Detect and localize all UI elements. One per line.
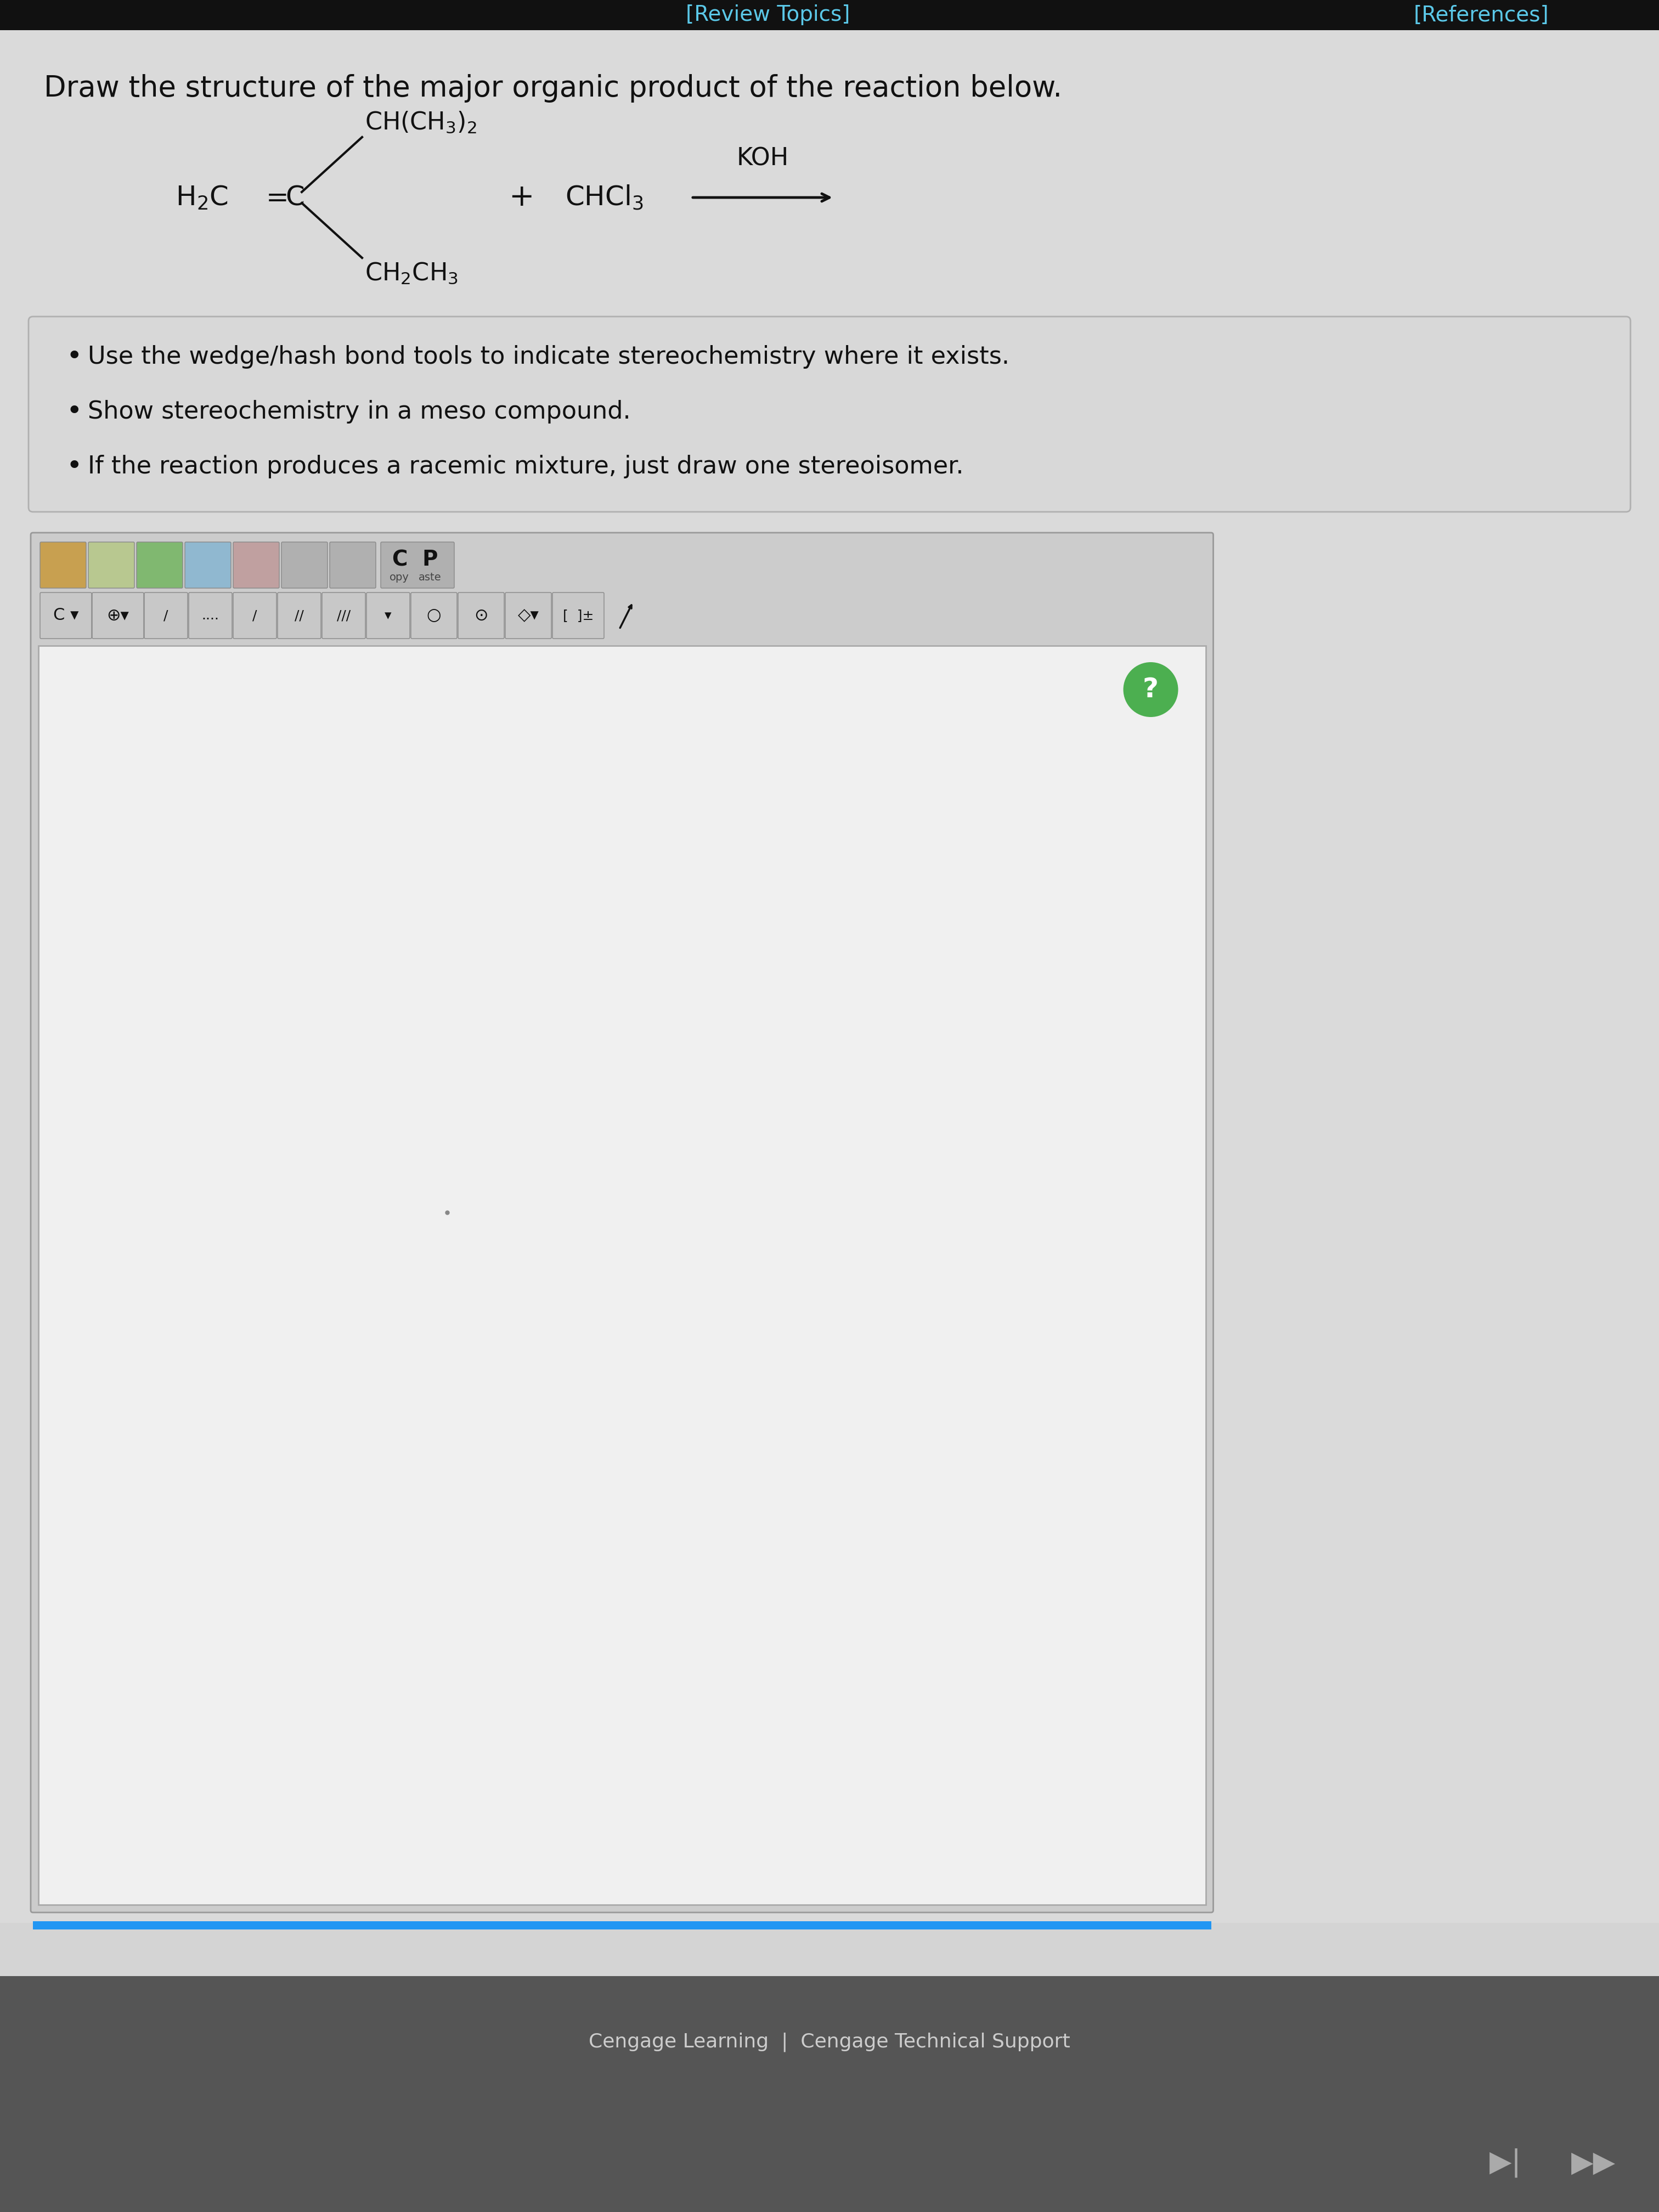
FancyBboxPatch shape: [184, 542, 231, 588]
FancyBboxPatch shape: [234, 593, 277, 639]
Text: +: +: [508, 184, 534, 212]
Text: ....: ....: [202, 608, 219, 622]
FancyBboxPatch shape: [322, 593, 365, 639]
Text: P: P: [423, 549, 438, 571]
Text: •: •: [66, 453, 81, 480]
FancyBboxPatch shape: [506, 593, 551, 639]
Text: aste: aste: [418, 573, 441, 582]
Text: ▶▶: ▶▶: [1571, 2148, 1616, 2177]
FancyBboxPatch shape: [458, 593, 504, 639]
Text: $\mathregular{CH(CH_3)_2}$: $\mathregular{CH(CH_3)_2}$: [365, 111, 476, 135]
FancyBboxPatch shape: [277, 593, 320, 639]
Text: Cengage Learning  |  Cengage Technical Support: Cengage Learning | Cengage Technical Sup…: [589, 2033, 1070, 2053]
Text: •: •: [66, 343, 81, 369]
Text: ?: ?: [1143, 677, 1158, 703]
Text: $\mathregular{C}$: $\mathregular{C}$: [285, 184, 304, 210]
Bar: [38, 646, 1206, 1905]
Text: If the reaction produces a racemic mixture, just draw one stereoisomer.: If the reaction produces a racemic mixtu…: [88, 453, 964, 478]
Text: /: /: [164, 608, 168, 622]
FancyBboxPatch shape: [93, 593, 144, 639]
Text: ///: ///: [337, 608, 350, 622]
Circle shape: [1123, 661, 1178, 717]
FancyBboxPatch shape: [367, 593, 410, 639]
Bar: [0, 31, 1659, 1922]
Text: Use the wedge/hash bond tools to indicate stereochemistry where it exists.: Use the wedge/hash bond tools to indicat…: [88, 345, 1009, 369]
FancyBboxPatch shape: [330, 542, 377, 588]
Text: [  ]±: [ ]±: [562, 608, 594, 622]
FancyBboxPatch shape: [234, 542, 279, 588]
FancyBboxPatch shape: [380, 542, 455, 588]
Text: ▶|: ▶|: [1490, 2148, 1521, 2177]
Text: $\mathregular{CHCl_3}$: $\mathregular{CHCl_3}$: [566, 184, 644, 212]
FancyBboxPatch shape: [40, 593, 91, 639]
Text: KOH: KOH: [737, 146, 788, 170]
Text: ▾: ▾: [385, 608, 392, 622]
Text: $\mathregular{CH_2CH_3}$: $\mathregular{CH_2CH_3}$: [365, 261, 458, 285]
Text: //: //: [295, 608, 304, 622]
Text: C: C: [392, 549, 406, 571]
FancyBboxPatch shape: [189, 593, 232, 639]
FancyBboxPatch shape: [40, 542, 86, 588]
Text: ◇▾: ◇▾: [518, 608, 539, 624]
Text: ○: ○: [426, 608, 441, 624]
FancyBboxPatch shape: [32, 533, 1213, 1913]
Text: [Review Topics]: [Review Topics]: [685, 4, 849, 27]
Text: C ▾: C ▾: [53, 608, 78, 624]
Bar: [0, 1975, 1659, 2212]
FancyBboxPatch shape: [411, 593, 456, 639]
Text: $\mathregular{=}$: $\mathregular{=}$: [260, 184, 287, 210]
Text: opy: opy: [390, 573, 410, 582]
FancyBboxPatch shape: [552, 593, 604, 639]
FancyBboxPatch shape: [144, 593, 187, 639]
FancyBboxPatch shape: [28, 316, 1631, 511]
Text: /: /: [252, 608, 257, 622]
Bar: [0, 0, 1659, 31]
FancyBboxPatch shape: [88, 542, 134, 588]
Text: Draw the structure of the major organic product of the reaction below.: Draw the structure of the major organic …: [43, 73, 1062, 102]
FancyBboxPatch shape: [136, 542, 182, 588]
Text: ChemDoodle®: ChemDoodle®: [547, 1863, 695, 1880]
Text: ⊕▾: ⊕▾: [106, 608, 129, 624]
Text: ⊙: ⊙: [474, 608, 488, 624]
Text: •: •: [66, 398, 81, 425]
Text: Show stereochemistry in a meso compound.: Show stereochemistry in a meso compound.: [88, 400, 630, 422]
FancyBboxPatch shape: [282, 542, 327, 588]
Text: [References]: [References]: [1413, 4, 1550, 27]
Bar: [33, 1922, 1211, 1929]
Text: $\mathregular{H_2C}$: $\mathregular{H_2C}$: [176, 184, 229, 210]
